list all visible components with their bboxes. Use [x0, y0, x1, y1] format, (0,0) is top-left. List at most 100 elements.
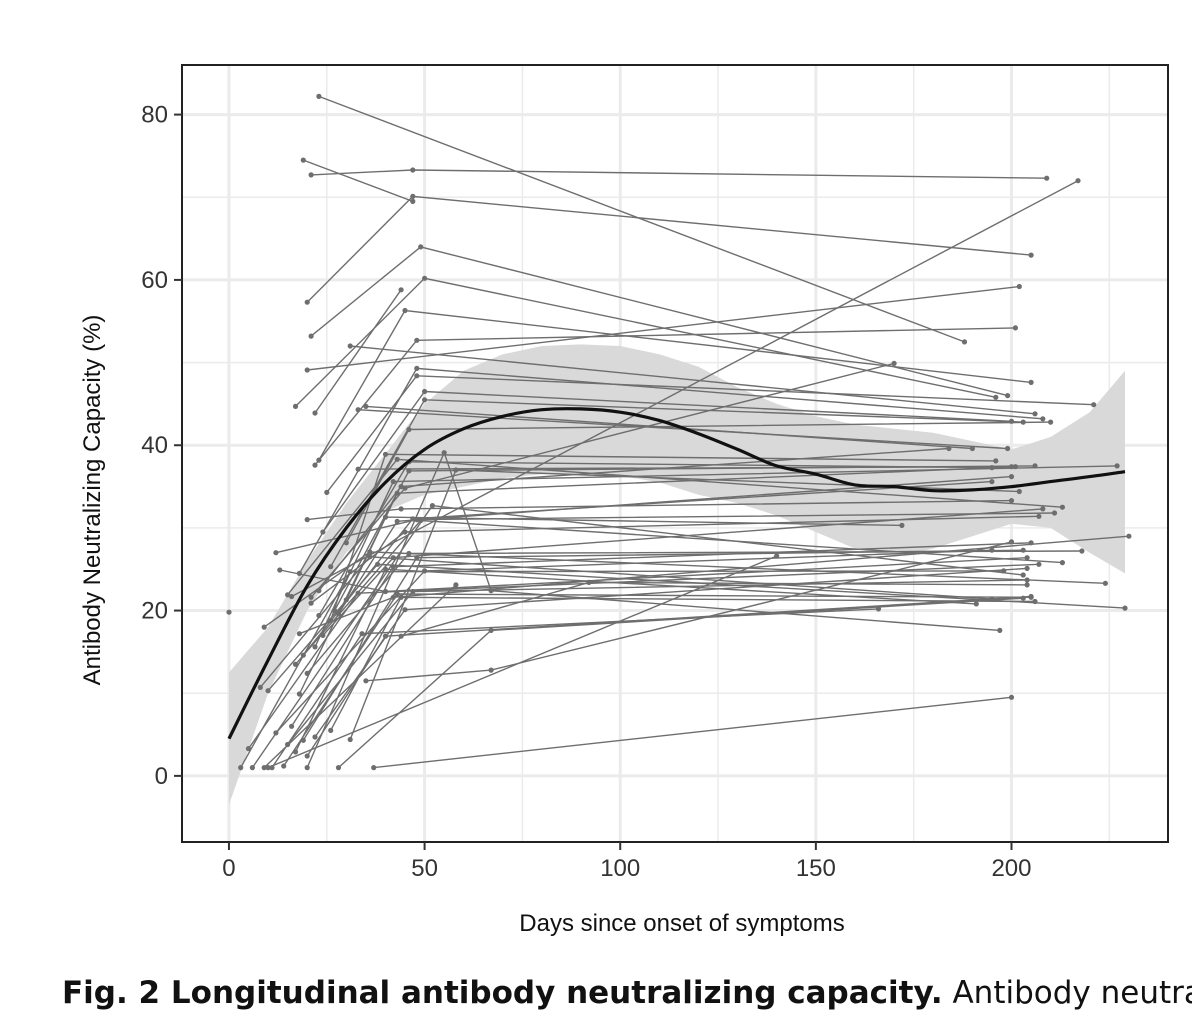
data-point: [308, 172, 314, 178]
data-point: [402, 307, 408, 314]
subject-series: [300, 157, 416, 204]
data-point: [989, 465, 995, 471]
data-point: [1048, 419, 1054, 425]
data-point: [375, 561, 381, 567]
data-point: [453, 467, 459, 473]
subject-series: [249, 503, 1026, 771]
data-point: [398, 287, 404, 293]
data-point: [1016, 283, 1022, 290]
data-point: [273, 550, 279, 556]
subject-series: [308, 513, 1042, 606]
y-tick-label: 60: [141, 267, 168, 294]
y-tick-label: 80: [141, 102, 168, 129]
data-point: [398, 633, 404, 639]
x-tick-label: 200: [991, 855, 1031, 882]
data-point: [363, 403, 369, 409]
subject-series: [289, 178, 1081, 600]
data-point: [1122, 605, 1128, 611]
subject-series: [226, 609, 232, 615]
data-point: [308, 333, 314, 339]
subject-series: [312, 325, 1019, 468]
data-point: [997, 627, 1003, 634]
data-point: [410, 193, 416, 199]
data-point: [989, 479, 995, 485]
data-point: [292, 661, 299, 667]
subject-line: [306, 450, 1000, 768]
data-point: [277, 567, 283, 573]
data-point: [390, 479, 396, 485]
subject-series: [273, 547, 995, 736]
subject-lines-layer: [226, 93, 1132, 771]
data-point: [292, 403, 299, 409]
data-point: [410, 167, 416, 173]
data-point: [281, 763, 287, 769]
data-point: [304, 765, 310, 771]
subject-series: [324, 373, 1097, 495]
subject-series: [292, 566, 979, 755]
data-point: [414, 555, 420, 561]
data-point: [308, 594, 314, 600]
data-point: [359, 631, 365, 637]
data-point: [312, 462, 318, 468]
subject-line: [350, 345, 1036, 415]
data-point: [226, 609, 232, 615]
data-point: [414, 373, 420, 379]
data-point: [316, 93, 322, 99]
data-point: [289, 723, 295, 729]
x-tick-label: 50: [411, 855, 438, 882]
plot-border: [181, 64, 1169, 843]
data-point: [316, 457, 322, 463]
y-axis-title: Antibody Neutralizing Capacity (%): [79, 315, 106, 686]
data-point: [1012, 325, 1019, 331]
data-point: [418, 244, 424, 250]
subject-line: [303, 159, 414, 203]
subject-series: [335, 595, 1026, 771]
data-point: [1040, 506, 1046, 512]
subject-series: [398, 579, 1030, 639]
data-point: [347, 343, 353, 349]
subject-series: [308, 244, 1011, 399]
data-point: [343, 540, 349, 546]
data-point: [355, 590, 361, 596]
subject-line: [307, 285, 1020, 371]
data-point: [1040, 416, 1046, 422]
subject-series: [265, 553, 780, 771]
subject-line: [318, 95, 965, 343]
data-point: [1079, 548, 1085, 554]
data-point: [371, 765, 377, 771]
data-point: [1051, 510, 1058, 516]
subject-series: [308, 167, 1050, 181]
data-point: [993, 458, 999, 464]
subject-series: [304, 498, 1015, 523]
data-point: [347, 736, 353, 743]
data-point: [946, 445, 952, 452]
data-point: [1036, 513, 1042, 519]
data-point: [382, 514, 389, 520]
x-tick-label: 150: [796, 855, 836, 882]
data-point: [1032, 411, 1038, 417]
subject-series: [296, 533, 1132, 637]
data-point: [363, 678, 369, 684]
data-point: [304, 367, 310, 373]
data-point: [1020, 595, 1026, 601]
data-point: [273, 730, 279, 736]
data-point: [398, 484, 404, 490]
data-point: [1024, 555, 1030, 561]
data-point: [1024, 577, 1030, 583]
subject-series: [304, 450, 1003, 771]
data-point: [1102, 580, 1108, 586]
data-point: [993, 394, 999, 400]
data-point: [261, 765, 267, 771]
subject-series: [316, 93, 968, 345]
subject-series: [371, 694, 1015, 771]
data-point: [249, 765, 255, 771]
data-point: [1008, 474, 1015, 480]
data-point: [1075, 178, 1081, 184]
data-point: [285, 592, 291, 598]
subject-series: [347, 467, 1022, 743]
data-point: [1005, 445, 1011, 452]
figure-caption: Fig. 2 Longitudinal antibody neutralizin…: [62, 975, 1192, 1011]
data-point: [1028, 594, 1034, 600]
subject-line: [365, 405, 973, 450]
